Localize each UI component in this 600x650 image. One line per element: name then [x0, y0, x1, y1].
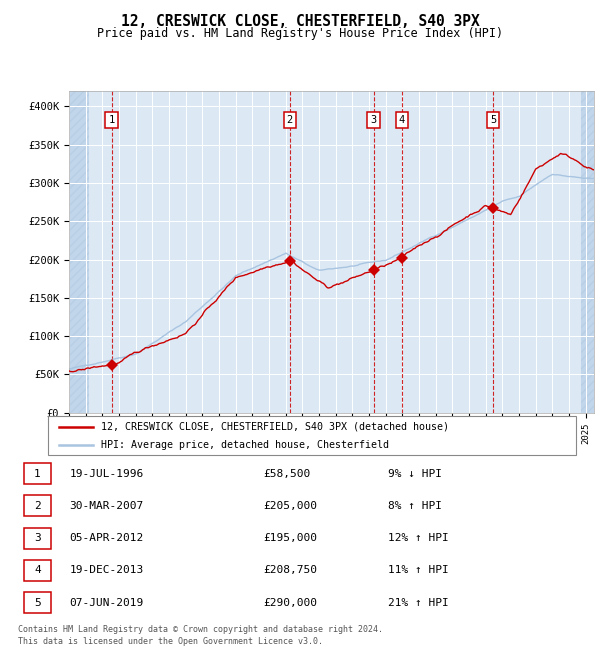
Text: £195,000: £195,000 [263, 533, 317, 543]
Text: £208,750: £208,750 [263, 566, 317, 575]
Text: 9% ↓ HPI: 9% ↓ HPI [389, 469, 443, 478]
Text: 4: 4 [34, 566, 41, 575]
FancyBboxPatch shape [48, 416, 576, 455]
Text: 2: 2 [34, 501, 41, 511]
Text: 2: 2 [287, 115, 293, 125]
Text: £58,500: £58,500 [263, 469, 310, 478]
Text: 21% ↑ HPI: 21% ↑ HPI [389, 598, 449, 608]
Text: 8% ↑ HPI: 8% ↑ HPI [389, 501, 443, 511]
Text: 19-JUL-1996: 19-JUL-1996 [70, 469, 143, 478]
FancyBboxPatch shape [24, 592, 51, 613]
Bar [69, 91, 89, 413]
Text: 4: 4 [399, 115, 405, 125]
FancyBboxPatch shape [24, 463, 51, 484]
FancyBboxPatch shape [24, 528, 51, 549]
Text: Contains HM Land Registry data © Crown copyright and database right 2024.: Contains HM Land Registry data © Crown c… [18, 625, 383, 634]
Bar [581, 91, 600, 413]
Text: 12% ↑ HPI: 12% ↑ HPI [389, 533, 449, 543]
Text: 1: 1 [109, 115, 115, 125]
Text: Price paid vs. HM Land Registry's House Price Index (HPI): Price paid vs. HM Land Registry's House … [97, 27, 503, 40]
Text: 3: 3 [34, 533, 41, 543]
Text: 5: 5 [490, 115, 496, 125]
Text: 05-APR-2012: 05-APR-2012 [70, 533, 143, 543]
Text: 12, CRESWICK CLOSE, CHESTERFIELD, S40 3PX: 12, CRESWICK CLOSE, CHESTERFIELD, S40 3P… [121, 14, 479, 29]
Text: 11% ↑ HPI: 11% ↑ HPI [389, 566, 449, 575]
Text: This data is licensed under the Open Government Licence v3.0.: This data is licensed under the Open Gov… [18, 636, 323, 645]
Text: 12, CRESWICK CLOSE, CHESTERFIELD, S40 3PX (detached house): 12, CRESWICK CLOSE, CHESTERFIELD, S40 3P… [101, 422, 449, 432]
Text: £290,000: £290,000 [263, 598, 317, 608]
FancyBboxPatch shape [24, 495, 51, 517]
Text: 19-DEC-2013: 19-DEC-2013 [70, 566, 143, 575]
Text: 5: 5 [34, 598, 41, 608]
Text: £205,000: £205,000 [263, 501, 317, 511]
Text: 30-MAR-2007: 30-MAR-2007 [70, 501, 143, 511]
Text: 1: 1 [34, 469, 41, 478]
FancyBboxPatch shape [24, 560, 51, 581]
Text: 3: 3 [370, 115, 377, 125]
Text: HPI: Average price, detached house, Chesterfield: HPI: Average price, detached house, Ches… [101, 440, 389, 450]
Text: 07-JUN-2019: 07-JUN-2019 [70, 598, 143, 608]
